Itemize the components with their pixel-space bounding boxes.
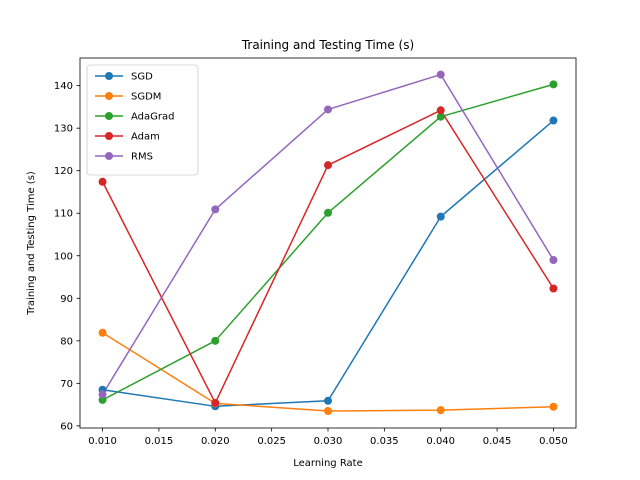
legend-label-sgdm: SGDM (131, 92, 161, 103)
data-point-sgdm (98, 328, 107, 337)
data-point-sgdm (549, 402, 558, 411)
data-point-sgd (324, 396, 332, 405)
data-point-sgdm (324, 406, 332, 415)
y-tick-label: 80 (60, 336, 73, 347)
x-axis-ticks: 0.010 0.015 0.020 0.025 0.030 0.035 0.040 0.045… (88, 428, 568, 447)
data-point-adam (549, 284, 558, 293)
data-point-rms (549, 256, 558, 265)
x-tick-label: 0.035 (370, 436, 399, 447)
x-tick-label: 0.040 (426, 436, 455, 447)
legend-marker-adagrad (105, 112, 113, 120)
y-axis-ticks: 60 70 80 90 100 110 120 130 140 (54, 81, 80, 432)
legend-marker-sgd (105, 72, 113, 80)
y-tick-label: 130 (54, 124, 73, 135)
x-tick-label: 0.030 (314, 436, 343, 447)
data-point-adagrad (211, 336, 220, 345)
data-point-sgd (549, 116, 558, 125)
legend-label-rms: RMS (131, 152, 153, 163)
data-point-adam (211, 398, 220, 407)
x-tick-label: 0.015 (145, 436, 174, 447)
data-point-adam (98, 177, 107, 186)
chart-title: Training and Testing Time (s) (241, 38, 414, 52)
legend-box (86, 64, 199, 176)
y-axis-label: Training and Testing Time (s) (26, 171, 37, 316)
data-point-adagrad (436, 112, 445, 121)
legend-marker-rms (105, 152, 113, 160)
y-tick-label: 120 (54, 166, 73, 177)
data-point-adagrad (324, 208, 332, 217)
legend-label-adam: Adam (131, 132, 160, 143)
data-point-sgd (436, 212, 445, 221)
data-point-rms (98, 390, 107, 399)
data-point-rms (436, 70, 445, 79)
y-tick-label: 100 (54, 251, 73, 262)
data-point-rms (324, 105, 332, 114)
legend-marker-sgdm (105, 92, 113, 100)
x-axis-label: Learning Rate (293, 458, 363, 469)
x-tick-label: 0.050 (539, 436, 568, 447)
data-point-adam (436, 106, 445, 115)
x-tick-label: 0.010 (88, 436, 117, 447)
legend: SGD SGDM AdaGrad Adam RMS (86, 64, 199, 176)
y-tick-label: 70 (60, 379, 73, 390)
y-tick-label: 60 (60, 421, 73, 432)
x-tick-label: 0.045 (483, 436, 512, 447)
legend-marker-adam (105, 132, 113, 140)
data-point-rms (211, 205, 220, 214)
data-point-sgdm (436, 406, 445, 415)
legend-label-sgd: SGD (131, 72, 153, 83)
y-tick-label: 110 (54, 209, 73, 220)
data-point-adagrad (549, 80, 558, 89)
x-tick-label: 0.020 (201, 436, 230, 447)
y-tick-label: 90 (60, 294, 73, 305)
x-tick-label: 0.025 (257, 436, 286, 447)
data-point-adam (324, 161, 332, 170)
plot-area (98, 70, 558, 415)
legend-label-adagrad: AdaGrad (131, 112, 174, 123)
data-point-adagrad (98, 395, 107, 404)
y-tick-label: 140 (54, 81, 73, 92)
